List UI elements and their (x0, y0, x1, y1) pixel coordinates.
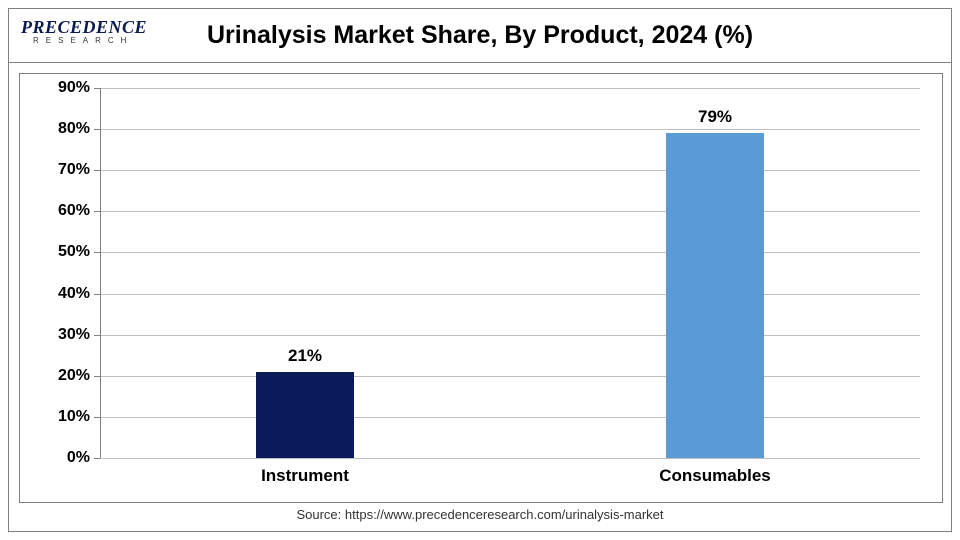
ytick-label: 20% (58, 367, 90, 385)
ytick-label: 10% (58, 408, 90, 426)
gridline (100, 88, 920, 89)
gridline (100, 211, 920, 212)
gridline (100, 458, 920, 459)
ytick-label: 80% (58, 120, 90, 138)
gridline (100, 376, 920, 377)
outer-frame: PRECEDENCE RESEARCH Urinalysis Market Sh… (8, 8, 952, 532)
ytick-mark (94, 458, 100, 459)
logo-main-text: PRECEDENCE (21, 17, 161, 38)
gridline (100, 129, 920, 130)
ytick-label: 30% (58, 326, 90, 344)
bar-consumables (666, 133, 764, 458)
chart-frame: 0% 10% 20% 30% 40% 50% 60% 70% 80% 90% 21% Instrume… (19, 73, 943, 503)
ytick-label: 60% (58, 202, 90, 220)
gridline (100, 335, 920, 336)
header: PRECEDENCE RESEARCH Urinalysis Market Sh… (9, 9, 951, 63)
logo: PRECEDENCE RESEARCH (21, 17, 161, 55)
bar-value-label: 21% (245, 346, 365, 366)
gridline (100, 170, 920, 171)
ytick-label: 50% (58, 243, 90, 261)
gridline (100, 294, 920, 295)
ytick-label: 70% (58, 161, 90, 179)
bar-value-label: 79% (655, 107, 775, 127)
ytick-label: 40% (58, 285, 90, 303)
y-axis (100, 88, 101, 458)
bar-instrument (256, 372, 354, 458)
ytick-label: 90% (58, 79, 90, 97)
xtick-label: Consumables (659, 466, 770, 486)
gridline (100, 417, 920, 418)
plot-area: 0%10%20%30%40%50%60%70%80%90%21%Instrume… (100, 88, 920, 458)
ytick-label: 0% (67, 449, 90, 467)
source-text: Source: https://www.precedenceresearch.c… (9, 507, 951, 522)
xtick-label: Instrument (261, 466, 349, 486)
gridline (100, 252, 920, 253)
